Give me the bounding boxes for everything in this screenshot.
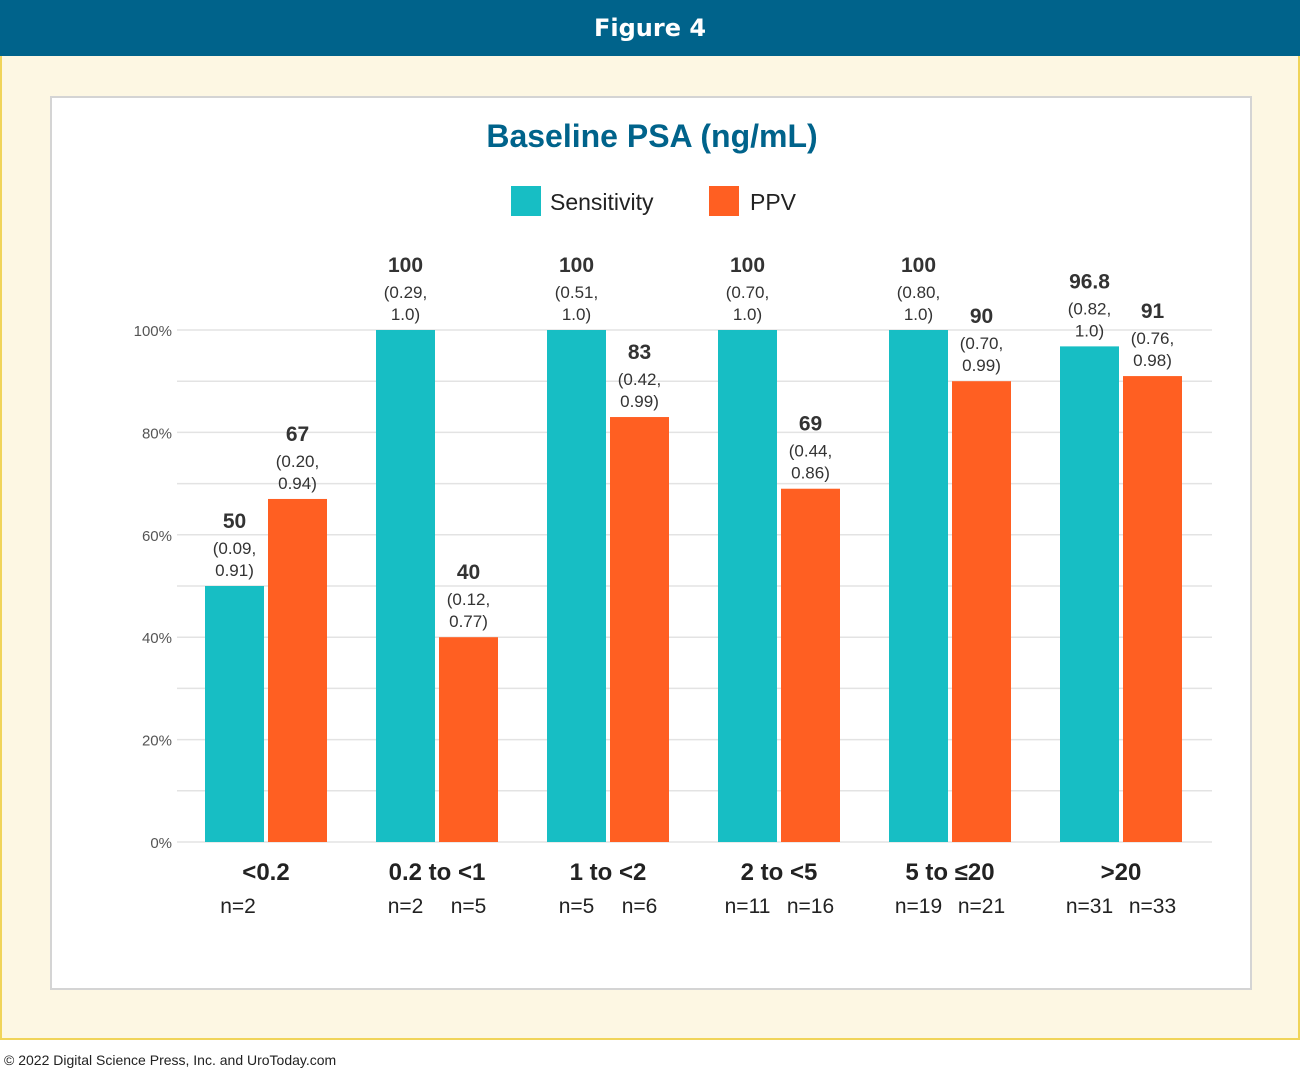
n-label: n=5 [451,895,487,918]
ci-label: 0.99) [620,392,659,411]
y-tick-label: 0% [150,835,172,852]
ci-label: (0.12, [447,590,490,609]
ci-label: 0.91) [215,561,254,580]
n-label: n=16 [787,895,834,918]
ci-label: (0.51, [555,283,598,302]
x-tick-label: 0.2 to <1 [389,859,486,886]
x-axis: n=2 <0.2 n=2 n=5 0.2 to <1 n=5 n=6 1 to <2 n=11 n… [220,859,1176,918]
copyright-text: © 2022 Digital Science Press, Inc. and U… [4,1052,337,1068]
data-label: 90 [970,305,993,328]
ci-label: 1.0) [904,305,933,324]
bar-sensitivity [889,330,948,842]
n-label: n=2 [220,895,256,918]
bar-sensitivity [376,330,435,842]
data-label: 100 [901,254,936,277]
n-label: n=5 [559,895,595,918]
y-tick-label: 20% [142,733,172,750]
chart-title: Baseline PSA (ng/mL) [486,118,817,154]
n-label: n=33 [1129,895,1176,918]
bar-sensitivity [547,330,606,842]
ci-label: (0.44, [789,442,832,461]
data-label: 67 [286,423,309,446]
data-label: 91 [1141,300,1165,323]
gridlines [177,329,1212,843]
data-label: 69 [799,413,822,436]
data-labels: 0.91) (0.09, 50 0.94) (0.20, 67 1.0) (0.29, 100 0… [213,254,1174,631]
ci-label: (0.20, [276,452,319,471]
bar-ppv [439,637,498,842]
chart-card: Baseline PSA (ng/mL) Sensitivity PPV 0% 2… [50,96,1252,990]
n-label: n=31 [1066,895,1113,918]
ci-label: (0.09, [213,539,256,558]
ci-label: (0.76, [1131,329,1174,348]
ci-label: (0.70, [960,334,1003,353]
n-label: n=2 [388,895,424,918]
ci-label: 0.99) [962,356,1001,375]
y-axis: 0% 20% 40% 60% 80% 100% [134,323,172,852]
data-label: 100 [730,254,765,277]
bar-sensitivity [1060,346,1119,842]
ci-label: (0.70, [726,283,769,302]
legend: Sensitivity PPV [511,186,797,216]
bar-ppv [952,381,1011,842]
data-label: 50 [223,510,246,533]
ci-label: 0.77) [449,612,488,631]
data-label: 100 [559,254,594,277]
n-label: n=6 [622,895,658,918]
bar-ppv [781,488,840,842]
bar-chart: Baseline PSA (ng/mL) Sensitivity PPV 0% 2… [134,118,1212,918]
bars [205,330,1182,842]
y-tick-label: 60% [142,528,172,545]
y-tick-label: 40% [142,630,172,647]
ci-label: 0.98) [1133,351,1172,370]
ci-label: 1.0) [733,305,762,324]
ci-label: (0.80, [897,283,940,302]
bar-sensitivity [205,586,264,842]
legend-swatch-sensitivity [511,186,541,216]
y-tick-label: 80% [142,425,172,442]
ci-label: 1.0) [1075,321,1104,340]
ci-label: 0.94) [278,474,317,493]
bar-ppv [268,498,327,842]
ci-label: 1.0) [562,305,591,324]
figure-header: Figure 4 [0,0,1300,56]
legend-label-sensitivity: Sensitivity [550,189,654,215]
x-tick-label: >20 [1101,859,1142,886]
data-label: 83 [628,341,651,364]
n-label: n=21 [958,895,1005,918]
figure-title: Figure 4 [593,14,707,42]
y-tick-label: 100% [134,323,172,340]
ci-label: (0.82, [1068,299,1111,318]
legend-swatch-ppv [709,186,739,216]
n-label: n=19 [895,895,942,918]
bar-sensitivity [718,330,777,842]
data-label: 96.8 [1069,270,1110,293]
ci-label: (0.42, [618,370,661,389]
x-tick-label: 5 to ≤20 [905,859,994,886]
bar-ppv [1123,376,1182,842]
ci-label: 0.86) [791,464,830,483]
legend-label-ppv: PPV [750,189,797,215]
x-tick-label: 2 to <5 [741,859,818,886]
data-label: 100 [388,254,423,277]
bar-ppv [610,417,669,842]
ci-label: (0.29, [384,283,427,302]
data-label: 40 [457,561,480,584]
x-tick-label: 1 to <2 [570,859,647,886]
ci-label: 1.0) [391,305,420,324]
x-tick-label: <0.2 [242,859,289,886]
n-label: n=11 [725,895,771,918]
